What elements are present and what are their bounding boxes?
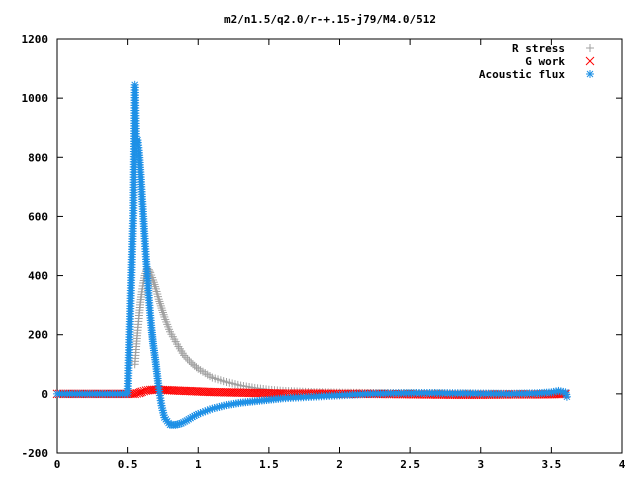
data-point — [158, 306, 167, 315]
x-tick-label: 0 — [54, 458, 61, 471]
chart-title: m2/n1.5/q2.0/r-+.15-j79/M4.0/512 — [224, 13, 436, 26]
data-point — [151, 282, 160, 291]
data-point — [158, 308, 167, 317]
legend-marker — [585, 56, 595, 66]
data-point — [192, 363, 201, 372]
series-acoustic-flux — [53, 80, 571, 429]
data-point — [562, 392, 571, 401]
data-point — [132, 389, 142, 398]
x-tick-label: 3.5 — [541, 458, 561, 471]
legend-label: R stress — [512, 42, 565, 55]
data-point — [159, 310, 168, 319]
axes: 0 0.5 1 1.5 2 2.5 3 3.5 4 -200 0 200 400 600 800 1000 12… — [22, 33, 626, 471]
legend-marker — [586, 44, 594, 52]
legend-marker — [586, 70, 594, 78]
data-point — [156, 301, 165, 310]
x-tick-label: 4 — [619, 458, 626, 471]
data-point — [181, 353, 190, 362]
x-tick-label: 0.5 — [118, 458, 138, 471]
legend-label: Acoustic flux — [479, 68, 565, 81]
x-tick-label: 1 — [195, 458, 202, 471]
data-point — [180, 351, 189, 360]
y-tick-label: 800 — [28, 151, 48, 164]
y-tick-label: 600 — [28, 210, 48, 223]
y-tick-label: -200 — [22, 447, 49, 460]
data-point — [185, 356, 194, 365]
y-tick-label: 200 — [28, 329, 48, 342]
y-tick-label: 0 — [41, 388, 48, 401]
x-tick-label: 1.5 — [259, 458, 279, 471]
data-point — [155, 297, 164, 306]
x-tick-label: 2.5 — [400, 458, 420, 471]
data-point — [156, 299, 165, 308]
x-tick-label: 2 — [336, 458, 343, 471]
data-point — [183, 355, 192, 364]
data-point — [157, 304, 166, 313]
y-tick-label: 1200 — [22, 33, 49, 46]
data-point — [134, 388, 144, 398]
legend-label: G work — [525, 55, 565, 68]
plot-area — [52, 80, 571, 429]
x-tick-label: 3 — [477, 458, 484, 471]
data-point — [150, 280, 159, 289]
series-r-stress — [130, 264, 570, 398]
y-tick-label: 1000 — [22, 92, 49, 105]
y-tick-label: 400 — [28, 270, 48, 283]
